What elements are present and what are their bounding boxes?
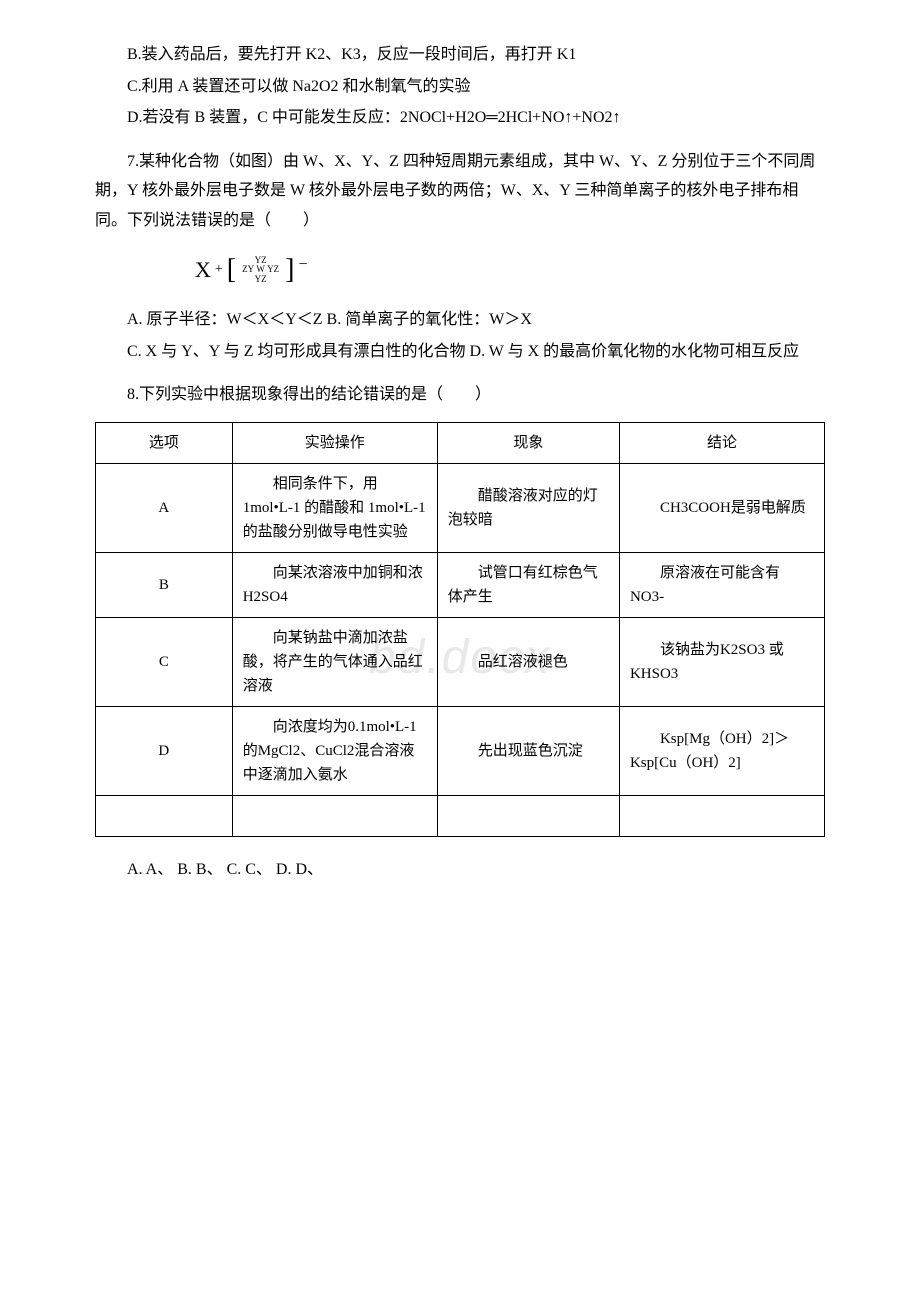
formula-minus: − (298, 256, 307, 274)
cell-op: 向某钠盐中滴加浓盐酸，将产生的气体通入品红溶液 (232, 618, 437, 707)
option-c: C.利用 A 装置还可以做 Na2O2 和水制氧气的实验 (95, 72, 825, 102)
question-7-options-line1: A. 原子半径：W＜X＜Y＜Z B. 简单离子的氧化性：W＞X (95, 305, 825, 335)
cell-phen: 品红溶液褪色 (437, 618, 619, 707)
cell-conc: Ksp[Mg（OH）2]＞Ksp[Cu（OH）2] (619, 707, 824, 796)
cell-phen: 醋酸溶液对应的灯泡较暗 (437, 464, 619, 553)
formula-left-bracket: [ (227, 256, 236, 284)
cell-empty (619, 796, 824, 837)
document-content: B.装入药品后，要先打开 K2、K3，反应一段时间后，再打开 K1 C.利用 A… (95, 40, 825, 885)
formula-row-bot: YZ (242, 275, 279, 285)
table-row: A 相同条件下，用 1mol•L-1 的醋酸和 1mol•L-1的盐酸分别做导电… (96, 464, 825, 553)
formula-inner: YZ ZY W YZ YZ (240, 254, 281, 288)
cell-conc: CH3COOH是弱电解质 (619, 464, 824, 553)
formula-plus: + (215, 262, 223, 278)
cell-op: 相同条件下，用 1mol•L-1 的醋酸和 1mol•L-1的盐酸分别做导电性实… (232, 464, 437, 553)
compound-formula: X+ [ YZ ZY W YZ YZ ] − (195, 254, 825, 288)
cell-op: 向浓度均为0.1mol•L-1 的MgCl2、CuCl2混合溶液中逐滴加入氨水 (232, 707, 437, 796)
table-header-row: 选项 实验操作 现象 结论 (96, 423, 825, 464)
formula-x: X (195, 257, 211, 283)
question-8-stem: 8.下列实验中根据现象得出的结论错误的是（ ） (95, 380, 825, 410)
cell-opt: B (96, 553, 233, 618)
header-conclusion: 结论 (619, 423, 824, 464)
question-7-stem: 7.某种化合物（如图）由 W、X、Y、Z 四种短周期元素组成，其中 W、Y、Z … (95, 147, 825, 236)
cell-empty (437, 796, 619, 837)
table-row: C 向某钠盐中滴加浓盐酸，将产生的气体通入品红溶液 品红溶液褪色 该钠盐为K2S… (96, 618, 825, 707)
question-7-options-line2: C. X 与 Y、Y 与 Z 均可形成具有漂白性的化合物 D. W 与 X 的最… (95, 337, 825, 367)
table-row-empty (96, 796, 825, 837)
option-d: D.若没有 B 装置，C 中可能发生反应：2NOCl+H2O═2HCl+NO↑+… (95, 103, 825, 133)
cell-op: 向某浓溶液中加铜和浓H2SO4 (232, 553, 437, 618)
cell-conc: 该钠盐为K2SO3 或KHSO3 (619, 618, 824, 707)
experiment-table: 选项 实验操作 现象 结论 A 相同条件下，用 1mol•L-1 的醋酸和 1m… (95, 422, 825, 837)
header-operation: 实验操作 (232, 423, 437, 464)
header-option: 选项 (96, 423, 233, 464)
question-8-options: A. A、 B. B、 C. C、 D. D、 (95, 855, 825, 885)
option-b: B.装入药品后，要先打开 K2、K3，反应一段时间后，再打开 K1 (95, 40, 825, 70)
cell-empty (232, 796, 437, 837)
cell-opt: D (96, 707, 233, 796)
table-row: B 向某浓溶液中加铜和浓H2SO4 试管口有红棕色气体产生 原溶液在可能含有 N… (96, 553, 825, 618)
cell-opt: A (96, 464, 233, 553)
formula-right-bracket: ] (285, 256, 294, 284)
cell-phen: 先出现蓝色沉淀 (437, 707, 619, 796)
cell-conc: 原溶液在可能含有 NO3- (619, 553, 824, 618)
header-phenomenon: 现象 (437, 423, 619, 464)
cell-phen: 试管口有红棕色气体产生 (437, 553, 619, 618)
table-row: D 向浓度均为0.1mol•L-1 的MgCl2、CuCl2混合溶液中逐滴加入氨… (96, 707, 825, 796)
cell-empty (96, 796, 233, 837)
cell-opt: C (96, 618, 233, 707)
